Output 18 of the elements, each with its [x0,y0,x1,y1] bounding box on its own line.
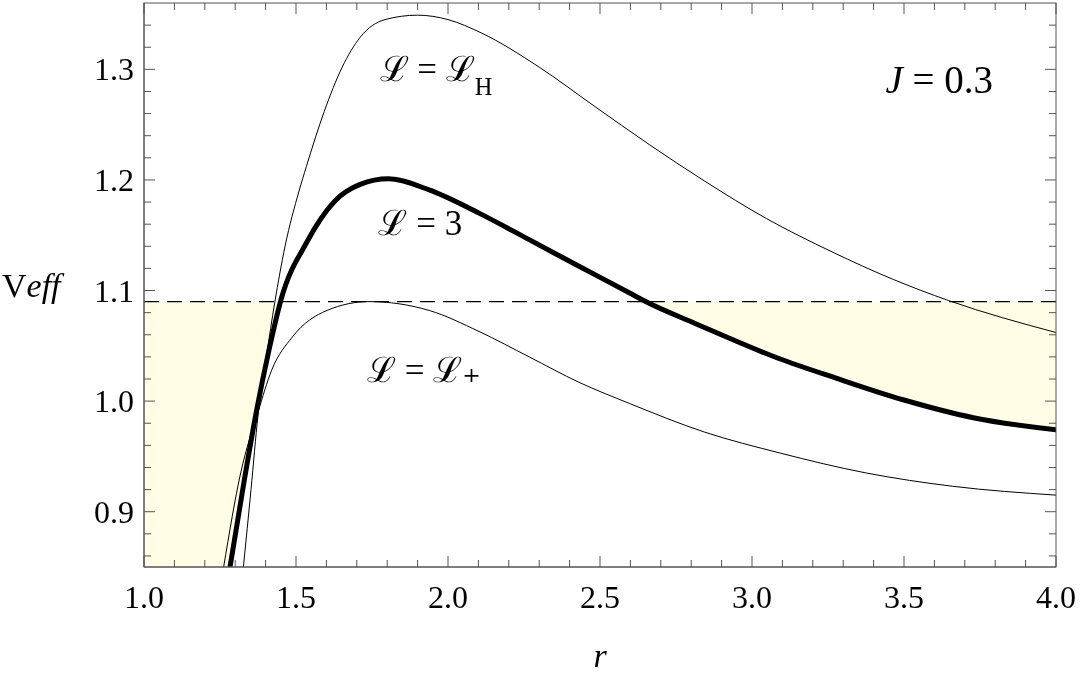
y-tick-label: 1.1 [94,272,134,309]
y-tick-label: 1.2 [94,161,134,198]
annotation: J = 0.3 [885,58,993,101]
x-tick-label: 2.0 [428,579,468,615]
x-tick-label: 2.5 [580,579,620,615]
x-tick-label: 3.5 [884,579,924,615]
y-tick-label: 1.0 [94,383,134,420]
x-tick-label: 1.5 [276,579,316,615]
x-tick-label: 3.0 [732,579,772,615]
x-tick-label: 1.0 [124,579,164,615]
x-tick-label: 4.0 [1036,579,1076,615]
y-tick-label: 0.9 [94,493,134,530]
y-axis-title: Veff [2,267,66,304]
x-axis-title: r [593,637,608,674]
series-label: ℒ = ℒ$_{H}$ [379,50,493,100]
series-label: ℒ = 3 [378,203,463,243]
y-tick-label: 1.3 [94,51,134,88]
series-label: ℒ = ℒ₊ [366,350,481,390]
